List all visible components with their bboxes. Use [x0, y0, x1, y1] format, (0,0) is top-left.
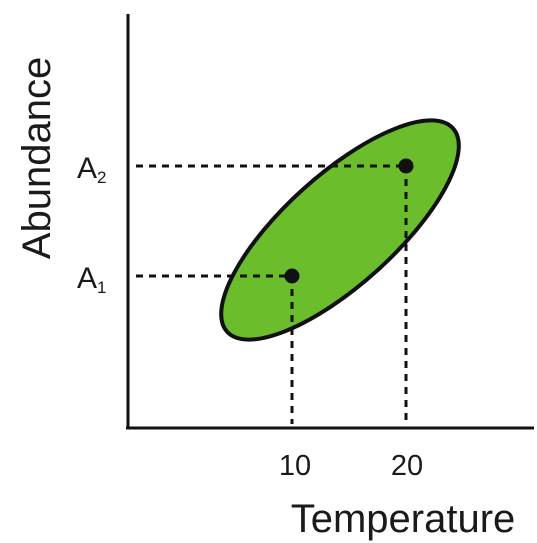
point-a1 — [284, 268, 300, 284]
y-axis-title: Abundance — [15, 57, 59, 259]
point-a2 — [398, 158, 414, 174]
abundance-ellipse — [219, 118, 461, 342]
y-tick-a1: A1 — [77, 262, 106, 297]
guide-lines — [136, 164, 408, 424]
x-tick-20: 20 — [391, 450, 423, 482]
y-tick-a1-sub: 1 — [97, 278, 106, 297]
y-tick-a2: A2 — [77, 152, 106, 187]
x-tick-10: 10 — [279, 450, 311, 482]
x-axis-title: Temperature — [291, 497, 516, 541]
y-tick-a1-main: A — [77, 262, 97, 295]
y-tick-a2-main: A — [77, 152, 97, 185]
y-tick-a2-sub: 2 — [97, 168, 106, 187]
